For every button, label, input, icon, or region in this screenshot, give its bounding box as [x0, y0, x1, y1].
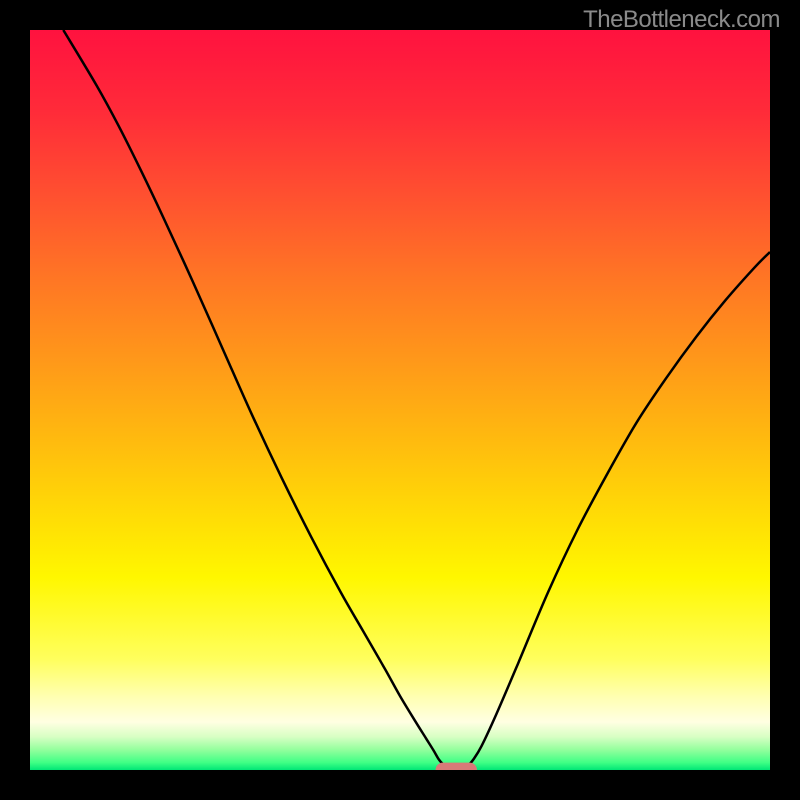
watermark-label: TheBottleneck.com [583, 6, 780, 34]
chart-svg [0, 0, 800, 800]
chart-stage: TheBottleneck.com [0, 0, 800, 800]
plot-background-gradient [30, 30, 770, 770]
